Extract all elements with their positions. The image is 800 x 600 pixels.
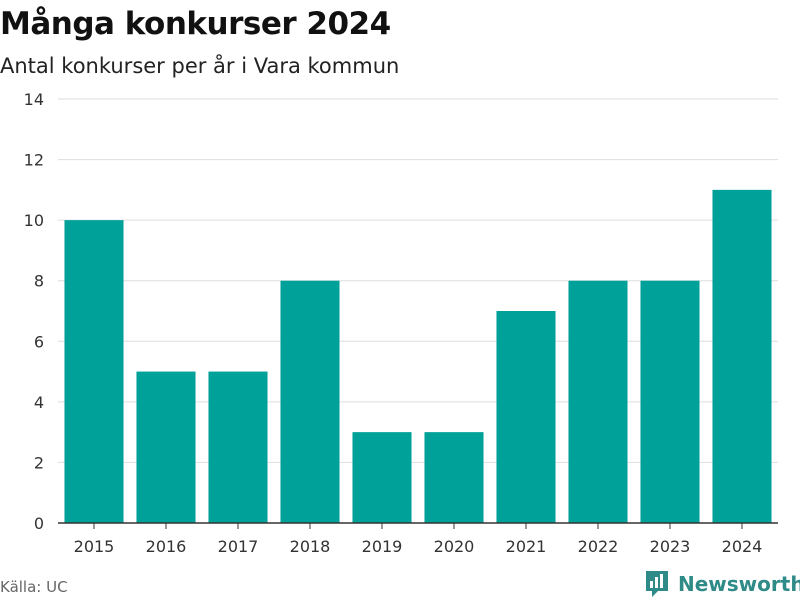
x-tick-label: 2021 <box>506 537 547 556</box>
source-note: Källa: UC <box>0 578 68 596</box>
bars <box>64 189 772 523</box>
bar <box>64 220 124 523</box>
chart-title: Många konkurser 2024 <box>0 6 391 42</box>
brand-logo: Newsworthy <box>644 568 800 600</box>
bar <box>496 311 556 523</box>
x-tick-label: 2022 <box>578 537 619 556</box>
x-tick-label: 2020 <box>434 537 475 556</box>
bar <box>208 371 268 523</box>
brand-name: Newsworthy <box>678 572 800 596</box>
y-tick-label: 6 <box>34 332 44 351</box>
x-tick-label: 2015 <box>74 537 115 556</box>
bar <box>352 432 412 523</box>
x-tick-label: 2024 <box>722 537 763 556</box>
chart-subtitle: Antal konkurser per år i Vara kommun <box>0 54 400 78</box>
x-axis: 2015 2016 2017 2018 2019 2020 2021 2022 2023 2024 <box>58 522 778 556</box>
bar <box>568 280 628 523</box>
x-tick-label: 2023 <box>650 537 691 556</box>
y-tick-label: 0 <box>34 514 44 533</box>
y-tick-label: 8 <box>34 272 44 291</box>
y-tick-label: 4 <box>34 393 44 412</box>
bar <box>136 371 196 523</box>
newsworthy-logo-icon <box>646 571 668 597</box>
x-tick-label: 2019 <box>362 537 403 556</box>
y-axis: 0 2 4 6 8 10 12 14 <box>24 90 44 533</box>
bar <box>640 280 700 523</box>
x-tick-label: 2016 <box>146 537 187 556</box>
y-tick-label: 14 <box>24 90 44 109</box>
y-tick-label: 2 <box>34 453 44 472</box>
y-tick-label: 12 <box>24 151 44 170</box>
bar <box>424 432 484 523</box>
x-tick-label: 2017 <box>218 537 259 556</box>
x-tick-label: 2018 <box>290 537 331 556</box>
bar <box>712 189 772 523</box>
bar <box>280 280 340 523</box>
y-tick-label: 10 <box>24 211 44 230</box>
